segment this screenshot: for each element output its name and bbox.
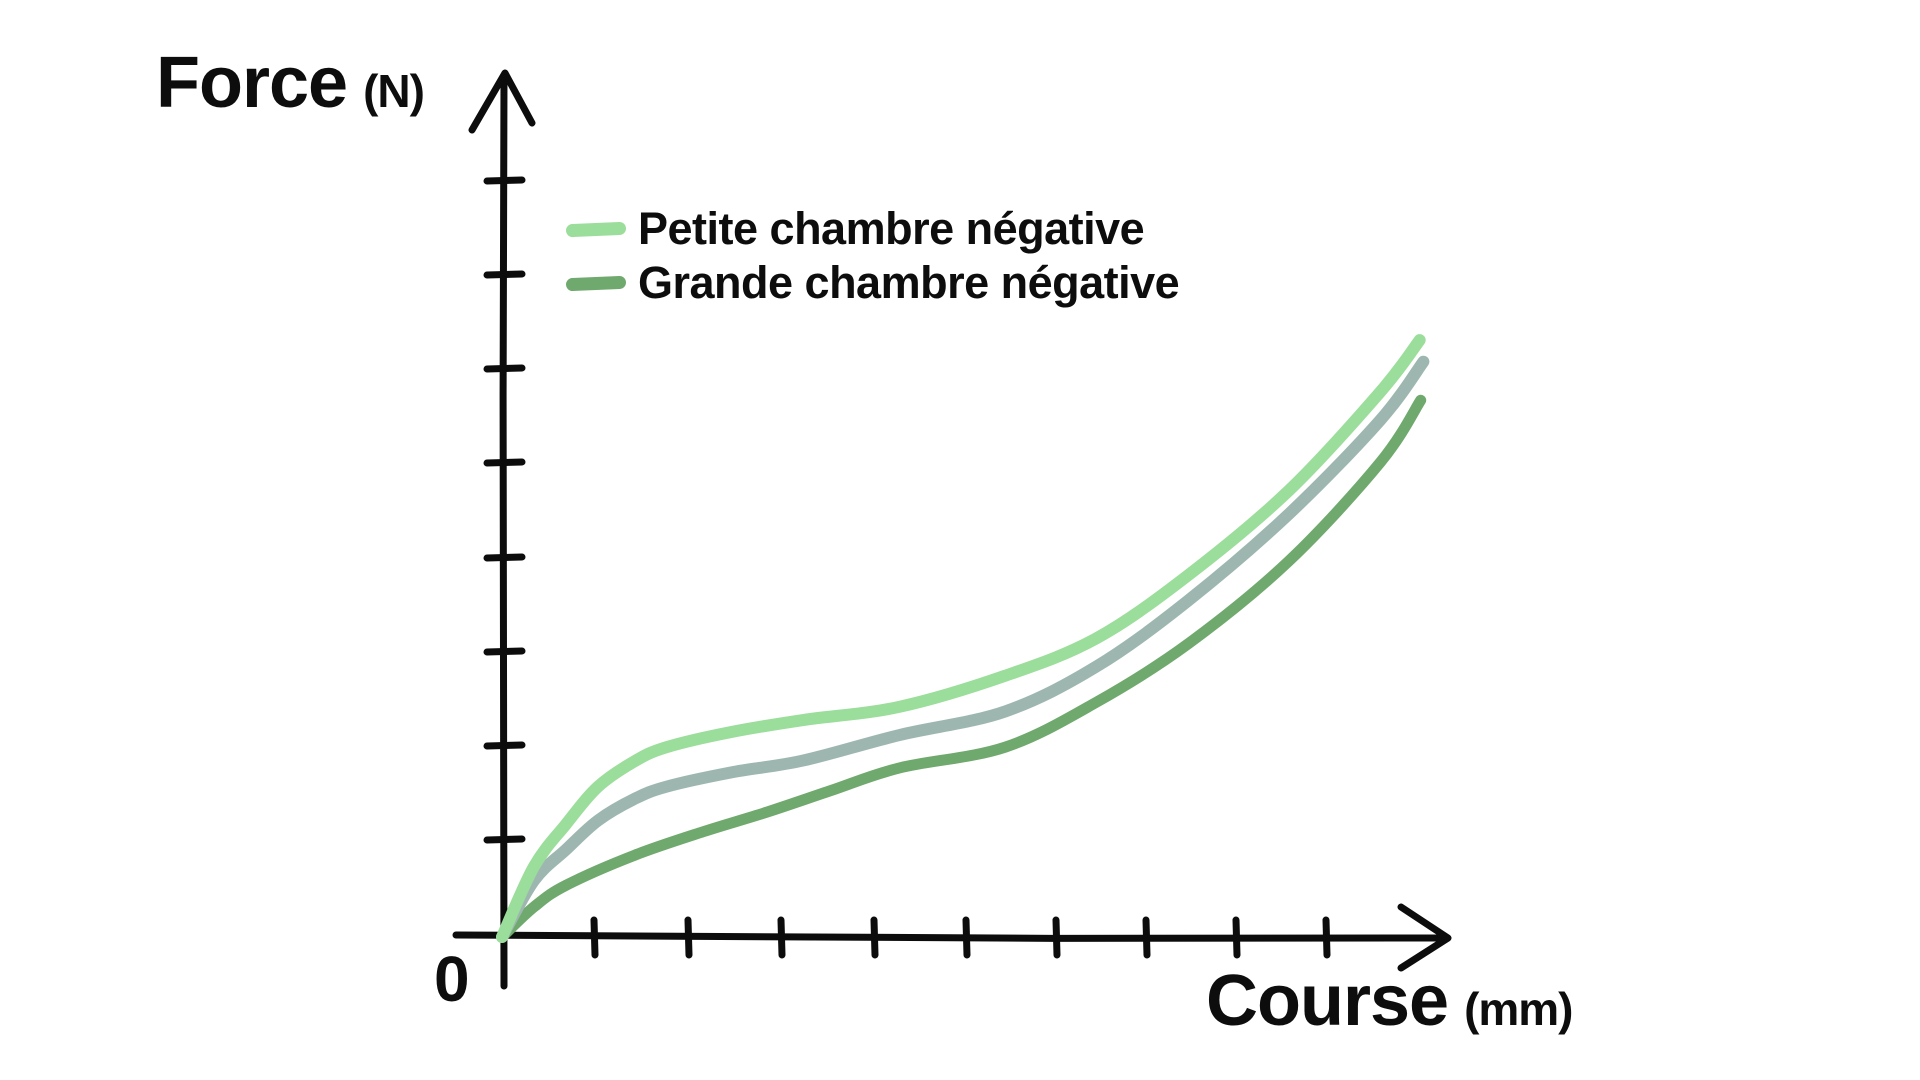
x-axis-arrowhead [1397, 903, 1452, 972]
legend-item-petite: Petite chambre négative [565, 202, 1179, 256]
x-axis-tick [870, 916, 879, 959]
y-axis-tick [483, 647, 526, 656]
curve-middle [496, 355, 1430, 943]
legend: Petite chambre négative Grande chambre n… [565, 202, 1180, 310]
y-axis-title-text: Force [156, 43, 348, 123]
y-axis-tick [483, 835, 526, 844]
legend-item-grande: Grande chambre négative [565, 256, 1180, 310]
y-axis-line [499, 74, 508, 990]
x-axis-tick [1232, 916, 1241, 959]
x-axis-title-text: Course [1206, 961, 1449, 1041]
x-axis-tick [962, 916, 971, 959]
y-axis-tick [483, 364, 526, 373]
y-axis-tick [483, 176, 526, 185]
y-axis-title: Force (N) [156, 42, 425, 124]
legend-swatch-petite [565, 221, 627, 237]
x-axis-tick [777, 916, 786, 959]
x-axis-tick [684, 916, 693, 959]
curve-grande [496, 394, 1427, 943]
x-axis-tick [1322, 916, 1331, 959]
y-axis-tick [483, 270, 526, 279]
y-axis-arrowhead [468, 69, 536, 134]
y-axis-tick [483, 553, 526, 562]
y-axis-unit-text: (N) [363, 65, 425, 117]
y-axis-tick [483, 741, 526, 750]
x-axis-tick [1142, 916, 1151, 959]
x-axis-tick [590, 916, 599, 959]
x-axis-tick [1052, 916, 1061, 959]
x-axis-unit-text: (mm) [1464, 983, 1573, 1035]
x-axis-line [452, 931, 1448, 943]
legend-label-grande: Grande chambre négative [638, 257, 1180, 308]
origin-zero-label: 0 [434, 943, 470, 1015]
y-axis-tick [483, 458, 526, 467]
legend-label-petite: Petite chambre négative [638, 203, 1145, 254]
legend-swatch-grande [565, 275, 627, 291]
x-axis-title: Course (mm) [1206, 960, 1574, 1042]
curve-petite [496, 334, 1426, 943]
